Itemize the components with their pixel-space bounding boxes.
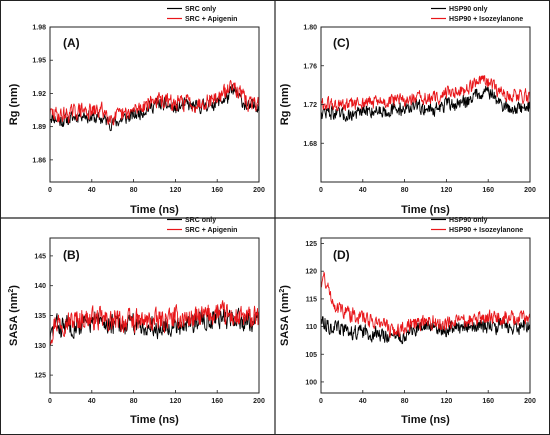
legend-entry: SRC only (185, 217, 216, 224)
x-tick-label: 0 (48, 187, 52, 194)
y-tick-label: 1.92 (32, 91, 46, 98)
chart-panel: 0 40 80 120 160 200 1.68 1.72 1.76 1.80 (C) Time (n… (279, 6, 536, 216)
y-tick-label: 145 (34, 253, 46, 260)
y-tick-label: 125 (34, 373, 46, 380)
y-tick-label: 110 (306, 324, 317, 331)
y-axis-title: SASA (nm2) (8, 285, 20, 346)
series-group (321, 271, 530, 345)
x-tick-label: 200 (253, 398, 265, 405)
y-tick-label: 135 (34, 313, 46, 320)
x-tick-label: 120 (441, 187, 453, 194)
x-axis-title: Time (ns) (130, 204, 179, 216)
x-tick-label: 40 (88, 398, 96, 405)
y-axis-title-text: SASA (nm (279, 292, 291, 346)
x-tick-label: 200 (524, 187, 536, 194)
y-tick-label: 125 (305, 241, 317, 248)
x-tick-label: 80 (130, 187, 138, 194)
x-tick-label: 160 (211, 398, 223, 405)
y-tick-label: 1.95 (32, 58, 46, 65)
chart-panel: 0 40 80 120 160 200 100 105 110 115 120 125 (D) Time … (279, 217, 536, 426)
x-tick-label: 0 (48, 398, 52, 405)
y-tick-label: 1.80 (303, 25, 317, 32)
y-axis-title: SASA (nm2) (279, 285, 291, 346)
chart-panel: 0 40 80 120 160 200 1.86 1.89 1.92 1.95 1.98 (A) Tim… (8, 6, 265, 216)
panel-label: (D) (333, 248, 350, 262)
x-tick-label: 160 (482, 398, 494, 405)
x-axis-title: Time (ns) (130, 414, 179, 426)
x-tick-label: 80 (130, 398, 138, 405)
legend-entry: SRC + Apigenin (185, 227, 237, 234)
y-axis-title: Rg (nm) (279, 83, 291, 125)
plot-frame (320, 237, 531, 394)
x-tick-label: 120 (441, 398, 453, 405)
y-axis-title-suffix: ) (8, 285, 20, 289)
y-tick-label: 1.76 (303, 63, 317, 70)
series-group (321, 75, 530, 122)
x-tick-label: 200 (524, 398, 536, 405)
y-tick-label: 1.98 (32, 25, 46, 32)
y-tick-label: 140 (34, 283, 46, 290)
legend-entry: HSP90 + Isozeylanone (449, 16, 523, 23)
x-tick-label: 200 (253, 187, 265, 194)
series-line-src-apigenin (50, 79, 259, 126)
chart-panel: 0 40 80 120 160 200 125 130 135 140 145 (B) Time (ns… (8, 217, 265, 426)
plot-frame (49, 26, 260, 183)
y-axis-title-text: Rg (nm) (279, 83, 291, 125)
legend-entry: HSP90 only (449, 6, 488, 13)
panel-label: (C) (333, 36, 350, 50)
x-tick-label: 160 (482, 187, 494, 194)
x-tick-label: 80 (401, 398, 409, 405)
y-tick-label: 120 (305, 269, 317, 276)
y-tick-label: 1.86 (32, 157, 46, 164)
series-line-src-apigenin (50, 300, 259, 346)
legend-entry: HSP90 + Isozeylanone (449, 227, 523, 234)
legend-entry: SRC + Apigenin (185, 16, 237, 23)
y-tick-label: 130 (34, 343, 46, 350)
legend-entry: HSP90 only (449, 217, 488, 224)
legend-entry: SRC only (185, 6, 216, 13)
y-axis-title-superscript: 2 (8, 289, 15, 293)
panels: 0 40 80 120 160 2001.861.891.921.951.98(A)Tim… (8, 6, 536, 426)
series-group (50, 79, 259, 132)
series-line-hsp90-isozeylanone (321, 271, 530, 338)
x-axis-title: Time (ns) (401, 414, 450, 426)
x-tick-label: 80 (401, 187, 409, 194)
x-tick-label: 0 (319, 187, 323, 194)
series-line-hsp90-only (321, 85, 530, 122)
y-tick-label: 100 (305, 379, 317, 386)
x-tick-label: 160 (211, 187, 223, 194)
y-axis-title-superscript: 2 (279, 289, 286, 293)
panel-label: (A) (63, 36, 80, 50)
x-tick-label: 0 (319, 398, 323, 405)
y-axis-title-text: SASA (nm (8, 292, 20, 346)
series-line-src-only (50, 84, 259, 132)
x-tick-label: 40 (359, 187, 367, 194)
y-tick-label: 115 (306, 296, 317, 303)
y-tick-label: 1.89 (32, 124, 46, 131)
y-tick-label: 1.68 (303, 141, 317, 148)
series-line-hsp90-isozeylanone (321, 75, 530, 112)
series-group (50, 300, 259, 346)
series-line-src-only (50, 306, 259, 344)
y-tick-label: 1.72 (303, 102, 317, 109)
x-tick-label: 120 (170, 398, 182, 405)
y-axis-title-text: Rg (nm) (8, 83, 20, 125)
x-axis-title: Time (ns) (401, 204, 450, 216)
y-axis-title: Rg (nm) (8, 83, 20, 125)
panel-label: (B) (63, 248, 80, 262)
y-axis-title-suffix: ) (279, 285, 291, 289)
x-tick-label: 40 (359, 398, 367, 405)
y-tick-label: 105 (305, 352, 317, 359)
series-line-hsp90-only (321, 316, 530, 345)
x-tick-label: 120 (170, 187, 182, 194)
x-tick-label: 40 (88, 187, 96, 194)
